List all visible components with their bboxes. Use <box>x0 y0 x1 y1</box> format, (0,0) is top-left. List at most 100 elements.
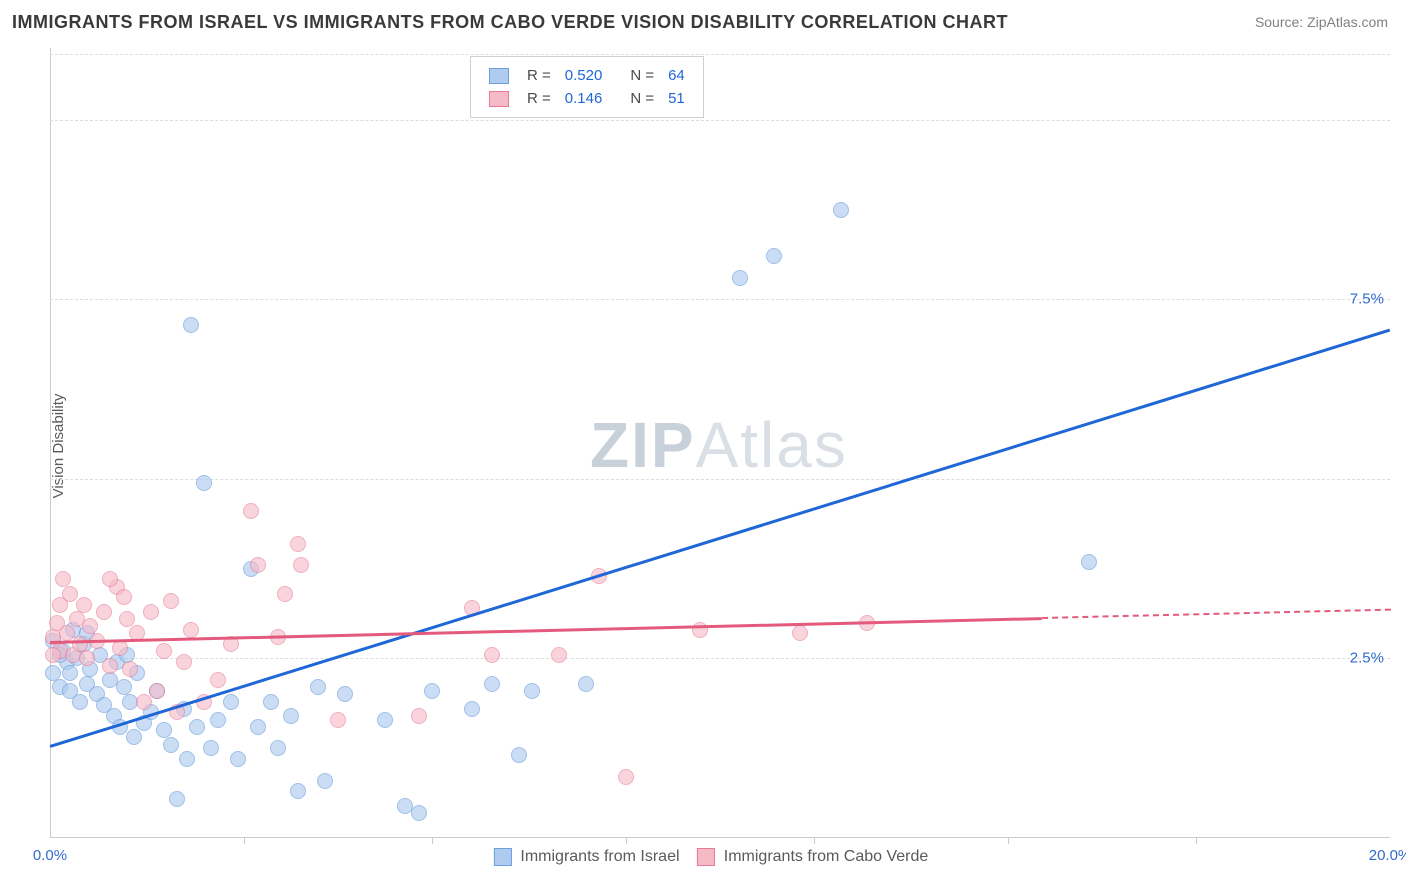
data-point-israel <box>377 712 393 728</box>
data-point-cabo <box>290 536 306 552</box>
data-point-cabo <box>52 597 68 613</box>
trend-line <box>1042 608 1390 618</box>
data-point-israel <box>126 729 142 745</box>
legend-swatch-israel <box>489 68 509 84</box>
x-axis-line <box>50 837 1390 838</box>
data-point-israel <box>263 694 279 710</box>
legend-r-label: R = <box>521 65 557 86</box>
data-point-israel <box>833 202 849 218</box>
data-point-cabo <box>293 557 309 573</box>
data-point-cabo <box>243 503 259 519</box>
legend-r-value-israel: 0.520 <box>559 65 609 86</box>
data-point-cabo <box>163 593 179 609</box>
data-point-cabo <box>119 611 135 627</box>
trend-line <box>50 617 1042 643</box>
data-point-israel <box>484 676 500 692</box>
data-point-cabo <box>210 672 226 688</box>
gridline-h <box>50 120 1390 121</box>
data-point-cabo <box>149 683 165 699</box>
data-point-israel <box>283 708 299 724</box>
data-point-israel <box>223 694 239 710</box>
data-point-cabo <box>176 654 192 670</box>
watermark-atlas: Atlas <box>696 409 848 481</box>
data-point-israel <box>578 676 594 692</box>
data-point-israel <box>310 679 326 695</box>
data-point-israel <box>317 773 333 789</box>
data-point-israel <box>72 694 88 710</box>
data-point-cabo <box>102 571 118 587</box>
data-point-israel <box>62 665 78 681</box>
data-point-israel <box>270 740 286 756</box>
legend-label-israel: Immigrants from Israel <box>520 848 679 865</box>
data-point-israel <box>424 683 440 699</box>
data-point-cabo <box>792 625 808 641</box>
legend-n-label: N = <box>624 65 660 86</box>
watermark-zip: ZIP <box>590 409 696 481</box>
x-tick-mark <box>626 838 627 844</box>
legend-r-label: R = <box>521 88 557 109</box>
x-tick-label: 0.0% <box>33 847 67 864</box>
data-point-cabo <box>156 643 172 659</box>
data-point-israel <box>163 737 179 753</box>
data-point-cabo <box>45 647 61 663</box>
data-point-cabo <box>112 640 128 656</box>
data-point-israel <box>411 805 427 821</box>
stats-legend: R =0.520 N =64 R =0.146 N =51 <box>470 56 704 118</box>
data-point-israel <box>203 740 219 756</box>
data-point-israel <box>464 701 480 717</box>
data-point-cabo <box>618 769 634 785</box>
data-point-israel <box>337 686 353 702</box>
data-point-israel <box>189 719 205 735</box>
x-tick-mark <box>1196 838 1197 844</box>
data-point-cabo <box>116 589 132 605</box>
data-point-israel <box>169 791 185 807</box>
series-legend: Immigrants from Israel Immigrants from C… <box>494 848 946 866</box>
legend-label-cabo: Immigrants from Cabo Verde <box>724 848 929 865</box>
x-tick-label: 20.0% <box>1369 847 1406 864</box>
chart-title: IMMIGRANTS FROM ISRAEL VS IMMIGRANTS FRO… <box>12 12 1008 33</box>
x-tick-mark <box>1008 838 1009 844</box>
data-point-israel <box>732 270 748 286</box>
data-point-israel <box>230 751 246 767</box>
data-point-cabo <box>143 604 159 620</box>
data-point-cabo <box>692 622 708 638</box>
trend-line <box>50 328 1391 747</box>
gridline-h <box>50 479 1390 480</box>
y-tick-label: 2.5% <box>1350 650 1384 667</box>
data-point-israel <box>179 751 195 767</box>
data-point-cabo <box>551 647 567 663</box>
legend-swatch-cabo <box>697 848 715 866</box>
data-point-israel <box>210 712 226 728</box>
data-point-israel <box>766 248 782 264</box>
data-point-cabo <box>277 586 293 602</box>
data-point-cabo <box>250 557 266 573</box>
chart-container: IMMIGRANTS FROM ISRAEL VS IMMIGRANTS FRO… <box>0 0 1406 892</box>
source-link[interactable]: ZipAtlas.com <box>1307 14 1388 30</box>
data-point-cabo <box>96 604 112 620</box>
data-point-cabo <box>136 694 152 710</box>
x-tick-mark <box>814 838 815 844</box>
data-point-cabo <box>102 658 118 674</box>
gridline-h <box>50 299 1390 300</box>
legend-swatch-israel <box>494 848 512 866</box>
plot-area: ZIPAtlas R =0.520N =64R =0.146N =51 Immi… <box>50 48 1390 838</box>
data-point-cabo <box>484 647 500 663</box>
legend-n-label: N = <box>624 88 660 109</box>
data-point-cabo <box>183 622 199 638</box>
y-tick-label: 7.5% <box>1350 291 1384 308</box>
legend-n-value-cabo: 51 <box>662 88 691 109</box>
data-point-cabo <box>411 708 427 724</box>
legend-r-value-cabo: 0.146 <box>559 88 609 109</box>
x-tick-mark <box>244 838 245 844</box>
data-point-cabo <box>122 661 138 677</box>
legend-n-value-israel: 64 <box>662 65 691 86</box>
data-point-israel <box>1081 554 1097 570</box>
data-point-cabo <box>79 650 95 666</box>
data-point-israel <box>524 683 540 699</box>
data-point-israel <box>183 317 199 333</box>
data-point-cabo <box>330 712 346 728</box>
data-point-cabo <box>76 597 92 613</box>
data-point-israel <box>290 783 306 799</box>
source-citation: Source: ZipAtlas.com <box>1255 14 1388 30</box>
data-point-israel <box>196 475 212 491</box>
